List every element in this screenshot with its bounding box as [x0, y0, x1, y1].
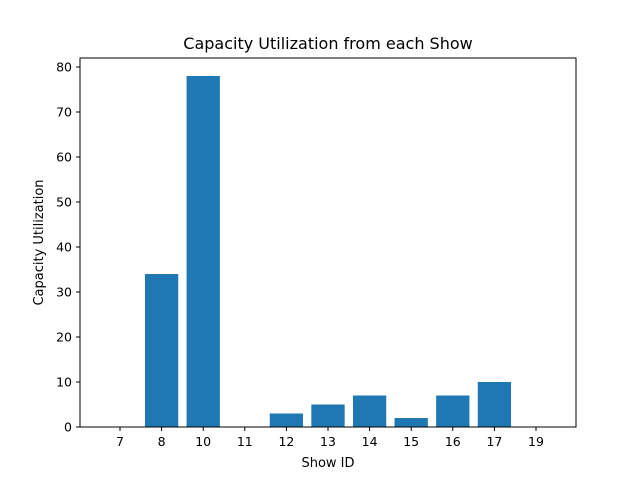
x-tick-label: 15 — [403, 434, 419, 449]
y-tick-label: 80 — [56, 60, 72, 75]
x-tick-label: 7 — [116, 434, 124, 449]
x-tick-label: 17 — [486, 434, 502, 449]
chart-title: Capacity Utilization from each Show — [183, 34, 472, 53]
x-tick-label: 13 — [320, 434, 336, 449]
y-tick-label: 50 — [56, 195, 72, 210]
y-tick-label: 60 — [56, 150, 72, 165]
plot-frame — [79, 57, 577, 428]
x-tick-label: 19 — [528, 434, 544, 449]
y-tick-label: 0 — [64, 420, 72, 435]
y-tick-label: 70 — [56, 105, 72, 120]
x-tick-label: 14 — [362, 434, 378, 449]
x-tick-label: 10 — [195, 434, 211, 449]
y-axis-label: Capacity Utilization — [32, 179, 47, 305]
x-axis-label: Show ID — [301, 456, 354, 471]
bar-show-15 — [394, 418, 428, 427]
y-tick-label: 40 — [56, 240, 72, 255]
y-axis-ticks: 0 10 20 30 40 50 60 70 80 — [56, 60, 80, 435]
x-tick-label: 12 — [278, 434, 294, 449]
bar-show-17 — [477, 382, 512, 427]
y-tick-label: 10 — [56, 375, 72, 390]
x-tick-label: 8 — [158, 434, 166, 449]
bar-show-10 — [186, 76, 220, 427]
bars-group — [144, 76, 512, 427]
x-tick-label: 11 — [237, 434, 253, 449]
x-axis-ticks: 7 8 10 11 12 13 14 15 16 17 19 — [116, 427, 544, 449]
bar-show-8 — [144, 274, 179, 427]
x-tick-label: 16 — [445, 434, 461, 449]
bar-show-13 — [311, 404, 345, 427]
bar-show-16 — [436, 395, 470, 427]
y-tick-label: 30 — [56, 285, 72, 300]
y-tick-label: 20 — [56, 330, 72, 345]
bar-show-12 — [269, 413, 304, 427]
bar-show-14 — [352, 395, 387, 427]
